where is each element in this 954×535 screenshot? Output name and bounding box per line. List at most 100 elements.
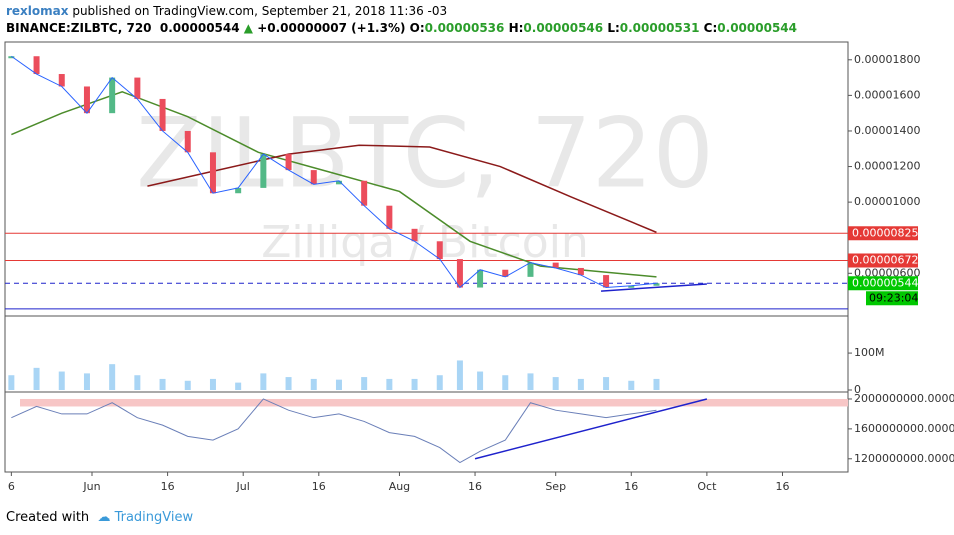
- l: 0.00000531: [619, 21, 700, 35]
- volume-bar: [260, 373, 267, 390]
- x-tick-label: 16: [775, 480, 789, 493]
- volume-bar: [456, 360, 463, 390]
- l-label: L:: [607, 21, 620, 35]
- symbol-line: BINANCE:ZILBTC, 720 0.00000544 ▲ +0.0000…: [6, 21, 797, 35]
- change: +0.00000007 (+1.3%): [257, 21, 406, 35]
- moving-average: [147, 144, 657, 234]
- volume-bar: [552, 377, 559, 390]
- countdown-tag: [866, 291, 918, 306]
- x-tick-label: 16: [468, 480, 482, 493]
- volume-bar: [628, 380, 635, 390]
- candle: [411, 228, 418, 242]
- candle: [527, 262, 534, 277]
- x-tick-label: Sep: [545, 480, 566, 493]
- volume-bar: [436, 375, 443, 390]
- candle: [33, 56, 40, 75]
- watermark: ZILBTC, 720: [136, 97, 714, 209]
- chart: ZILBTC, 720 Zilliqa / Bitcoin 0.00001800…: [4, 41, 954, 493]
- y-tick-label: 100M: [854, 346, 885, 359]
- y-tick-label: 2000000000.0000: [854, 392, 954, 405]
- h-label: H:: [508, 21, 524, 35]
- c: 0.00000544: [717, 21, 797, 35]
- candle: [8, 56, 15, 59]
- price-tag-label: 0.00000544: [852, 276, 918, 289]
- moving-average: [11, 91, 657, 278]
- published: published on TradingView.com, September …: [72, 4, 448, 18]
- volume-bar: [33, 367, 40, 390]
- volume-bar: [361, 377, 368, 390]
- brand[interactable]: TradingView: [114, 510, 194, 525]
- price-tag: [848, 253, 918, 268]
- candle: [335, 180, 342, 185]
- y-tick-label: 0.00001200: [854, 160, 920, 173]
- price-tag-label: 0.00000825: [852, 226, 918, 239]
- volume-bar: [603, 377, 610, 390]
- author[interactable]: rexlomax: [6, 4, 69, 18]
- x-tick-label: 16: [312, 480, 326, 493]
- candle: [653, 283, 660, 286]
- candle: [456, 259, 463, 288]
- x-tick-label: 16: [161, 480, 175, 493]
- candle: [436, 241, 443, 260]
- candle: [628, 285, 635, 288]
- c-label: C:: [703, 21, 718, 35]
- price-tag: [848, 276, 918, 291]
- candle: [577, 267, 584, 276]
- y-tick-label: 0.00000600: [854, 266, 920, 279]
- x-tick-label: 6: [8, 480, 15, 493]
- y-tick-label: 0.00001600: [854, 88, 920, 101]
- volume-bar: [58, 371, 65, 390]
- y-tick-label: 0.00001000: [854, 195, 920, 208]
- candle: [502, 269, 509, 277]
- trendline: [474, 398, 708, 460]
- candle: [603, 275, 610, 288]
- candle: [209, 152, 216, 194]
- candle: [260, 154, 267, 188]
- y-tick-label: 1600000000.0000: [854, 422, 954, 435]
- candle: [83, 86, 90, 114]
- volume-bar: [209, 378, 216, 390]
- volume-bar: [310, 378, 317, 390]
- x-tick-label: Jul: [236, 480, 250, 493]
- volume-bar: [83, 373, 90, 390]
- volume-bar: [285, 377, 292, 390]
- x-tick-label: Aug: [389, 480, 410, 493]
- candle: [310, 170, 317, 185]
- candle: [477, 269, 484, 288]
- publish-line: rexlomax published on TradingView.com, S…: [6, 4, 447, 18]
- y-tick-label: 0: [854, 383, 861, 396]
- x-tick-label: Oct: [697, 480, 717, 493]
- candle: [159, 98, 166, 131]
- volume-bar: [477, 371, 484, 390]
- volume-bar: [8, 375, 15, 390]
- volume-bar: [653, 378, 660, 390]
- price-tag-label: 0.00000672: [852, 253, 918, 266]
- created: Created with: [6, 510, 90, 525]
- o-label: O:: [409, 21, 425, 35]
- x-tick-label: 16: [624, 480, 638, 493]
- y-tick-label: 0.00001800: [854, 53, 920, 66]
- candle: [134, 77, 141, 99]
- candle: [235, 187, 242, 194]
- volume-bar: [235, 382, 242, 390]
- o: 0.00000536: [424, 21, 505, 35]
- volume-bar: [502, 375, 509, 390]
- candle: [184, 130, 191, 153]
- price-tag: [848, 226, 918, 241]
- band: [20, 398, 848, 407]
- candle: [552, 262, 559, 268]
- volume-bar: [134, 375, 141, 390]
- volume-bar: [411, 378, 418, 390]
- price-line: [11, 55, 657, 289]
- volume-bar: [527, 373, 534, 390]
- y-tick-label: 0.00001400: [854, 124, 920, 137]
- y-tick-label: 1200000000.0000: [854, 452, 954, 465]
- candle: [58, 74, 65, 87]
- trendline: [600, 283, 707, 292]
- arrow: ▲: [243, 21, 254, 35]
- last: 0.00000544: [159, 21, 240, 35]
- volume-bar: [159, 378, 166, 390]
- symbol: BINANCE:ZILBTC, 720: [6, 21, 152, 35]
- h: 0.00000546: [523, 21, 604, 35]
